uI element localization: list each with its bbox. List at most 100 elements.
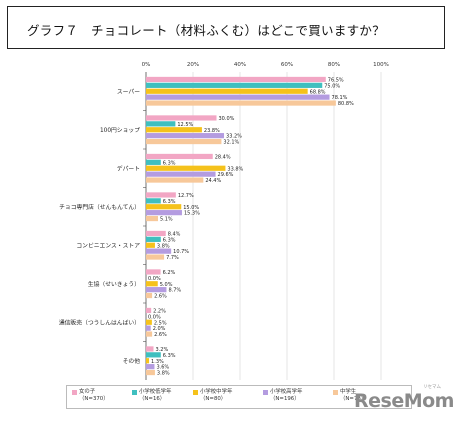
bar bbox=[146, 82, 323, 88]
bar bbox=[146, 248, 172, 254]
legend-item: 女の子 （N=370） bbox=[72, 389, 109, 403]
data-label: 6.3% bbox=[163, 353, 176, 359]
bar bbox=[146, 292, 153, 299]
x-tick-label: 60% bbox=[281, 62, 293, 68]
bar bbox=[146, 159, 161, 165]
data-label: 6.3% bbox=[163, 199, 176, 205]
x-tick-label: 100% bbox=[373, 62, 389, 68]
data-label: 15.3% bbox=[184, 211, 200, 217]
data-label: 33.2% bbox=[226, 134, 242, 140]
data-label: 1.3% bbox=[151, 359, 164, 365]
data-label: 80.8% bbox=[338, 101, 354, 107]
data-label: 12.7% bbox=[178, 193, 194, 199]
x-tick-label: 40% bbox=[234, 62, 246, 68]
bar bbox=[146, 369, 155, 376]
legend-label: 小学校高学年 bbox=[270, 389, 303, 395]
bar bbox=[146, 236, 161, 242]
legend-swatch bbox=[132, 390, 137, 395]
x-tick-label: 20% bbox=[187, 62, 199, 68]
bar bbox=[146, 127, 202, 133]
bar bbox=[146, 287, 167, 293]
data-label: 3.2% bbox=[156, 347, 169, 353]
data-label: 2.2% bbox=[153, 308, 166, 314]
bar bbox=[146, 307, 152, 314]
category-label: チョコ専門店（せんもんてん） bbox=[59, 203, 140, 211]
data-label: 30.0% bbox=[219, 116, 235, 122]
x-tick-label: 0% bbox=[142, 62, 151, 68]
legend-label: 中学生 bbox=[340, 389, 357, 395]
data-label: 3.6% bbox=[156, 365, 169, 371]
data-label: 12.5% bbox=[177, 122, 193, 128]
data-label: 6.3% bbox=[163, 160, 176, 166]
legend-item: 小学校中学年 （N=80） bbox=[193, 389, 233, 403]
legend-sample-size: （N=78） bbox=[340, 396, 367, 402]
category-label: デパート bbox=[117, 164, 140, 172]
bar bbox=[146, 319, 152, 325]
bar bbox=[146, 76, 326, 83]
bar bbox=[146, 210, 182, 216]
category-label: 生協（せいきょう） bbox=[88, 280, 140, 288]
legend-swatch bbox=[333, 390, 338, 395]
bar bbox=[146, 88, 308, 94]
data-label: 78.1% bbox=[332, 95, 348, 101]
legend-swatch bbox=[263, 390, 268, 395]
category-label: 通信販売（つうしんはんばい） bbox=[59, 318, 140, 326]
data-label: 3.8% bbox=[157, 371, 170, 377]
resemom-logo: ReseMom bbox=[354, 390, 454, 412]
data-label: 0.0% bbox=[148, 276, 161, 282]
data-label: 28.4% bbox=[215, 154, 231, 160]
data-label: 32.1% bbox=[223, 140, 239, 146]
bar bbox=[146, 215, 158, 222]
data-label: 10.7% bbox=[173, 249, 189, 255]
bar bbox=[146, 171, 216, 177]
bar bbox=[146, 281, 158, 287]
legend-sample-size: （N=196） bbox=[270, 396, 300, 402]
category-label: コンビニエンス・ストア bbox=[76, 241, 140, 249]
bar bbox=[146, 325, 151, 331]
data-label: 75.0% bbox=[324, 83, 340, 89]
data-label: 33.8% bbox=[227, 166, 243, 172]
legend-label: 小学校中学年 bbox=[200, 389, 233, 395]
bar bbox=[146, 192, 176, 198]
data-label: 5.0% bbox=[160, 282, 173, 288]
legend-sample-size: （N=370） bbox=[79, 396, 109, 402]
data-label: 6.3% bbox=[163, 237, 176, 243]
data-label: 24.4% bbox=[205, 178, 221, 184]
x-tick-label: 80% bbox=[328, 62, 340, 68]
chart-title-box: グラフ７ チョコレート（材料ふくむ）はどこで買いますか？ bbox=[7, 6, 445, 49]
bar bbox=[146, 352, 161, 358]
data-label: 5.1% bbox=[160, 217, 173, 223]
data-label: 8.4% bbox=[168, 231, 181, 237]
data-label: 3.8% bbox=[157, 243, 170, 249]
data-label: 0.0% bbox=[148, 314, 161, 320]
data-label: 2.0% bbox=[153, 326, 166, 332]
bar bbox=[146, 133, 225, 139]
bar bbox=[146, 138, 222, 145]
bar bbox=[146, 242, 155, 248]
legend-item: 小学校高学年 （N=196） bbox=[263, 389, 303, 403]
data-label: 2.6% bbox=[154, 332, 167, 338]
bar bbox=[146, 364, 155, 370]
chart-title: グラフ７ チョコレート（材料ふくむ）はどこで買いますか？ bbox=[27, 23, 386, 38]
legend-sample-size: （N=80） bbox=[200, 396, 227, 402]
data-label: 23.8% bbox=[204, 128, 220, 134]
bar bbox=[146, 115, 217, 121]
bar bbox=[146, 254, 165, 260]
legend-label: 小学校低学年 bbox=[139, 389, 172, 395]
data-label: 15.0% bbox=[183, 205, 199, 211]
data-label: 2.6% bbox=[154, 294, 167, 300]
legend-swatch bbox=[72, 390, 77, 395]
data-label: 8.7% bbox=[168, 288, 181, 294]
bar bbox=[146, 358, 150, 364]
category-label: スーパー bbox=[117, 88, 140, 95]
bar bbox=[146, 269, 161, 275]
legend-item: 中学生 （N=78） bbox=[333, 389, 367, 403]
data-label: 76.5% bbox=[328, 77, 344, 83]
bar bbox=[146, 165, 226, 171]
bar bbox=[146, 153, 213, 160]
bar bbox=[146, 100, 336, 106]
bar bbox=[146, 94, 330, 100]
legend-sample-size: （N=16） bbox=[139, 396, 166, 402]
legend-swatch bbox=[193, 390, 198, 395]
